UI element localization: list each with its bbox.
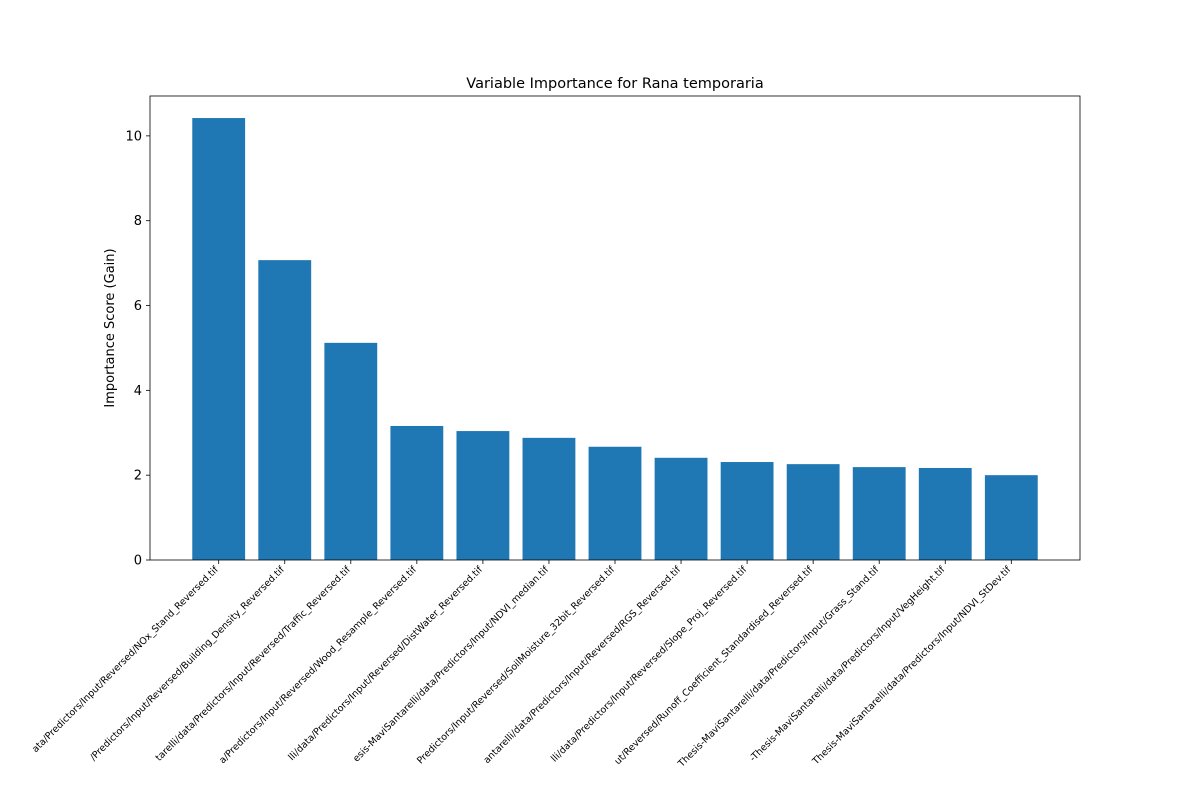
y-tick-label: 8 xyxy=(134,214,142,229)
bar xyxy=(852,467,906,560)
y-tick-label: 2 xyxy=(134,469,142,484)
bar xyxy=(720,462,774,560)
bar xyxy=(588,446,642,560)
plot-frame xyxy=(149,95,1081,561)
chart-title: Variable Importance for Rana temporaria xyxy=(466,76,763,92)
bar xyxy=(324,342,378,560)
y-tick-label: 6 xyxy=(134,299,142,314)
y-axis-label: Importance Score (Gain) xyxy=(103,248,118,407)
bar xyxy=(390,425,444,560)
bar xyxy=(456,431,510,560)
bar xyxy=(786,464,840,560)
bar xyxy=(984,475,1038,560)
bar xyxy=(654,457,708,560)
y-tick-label: 10 xyxy=(125,129,142,144)
bar xyxy=(258,260,312,560)
bar xyxy=(192,118,246,561)
bar xyxy=(918,467,972,560)
y-tick-label: 0 xyxy=(134,554,142,569)
y-tick-label: 4 xyxy=(134,384,142,399)
bar xyxy=(522,437,576,560)
